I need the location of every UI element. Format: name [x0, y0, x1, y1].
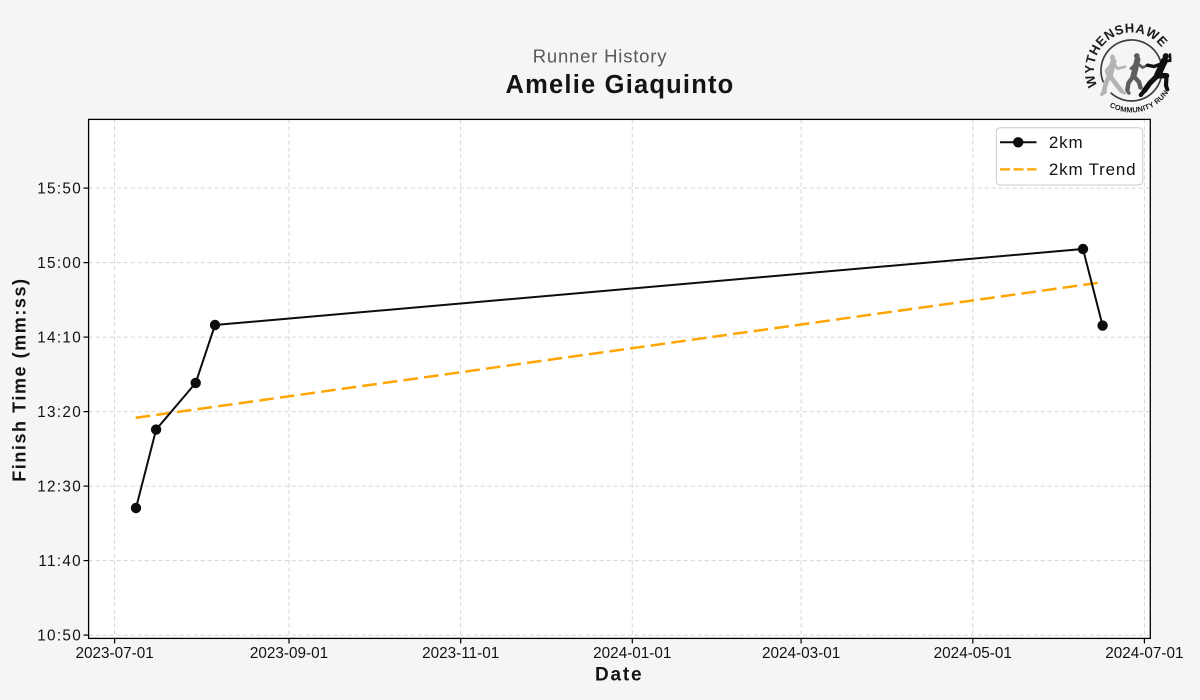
svg-text:I: I: [1142, 104, 1147, 113]
svg-text:Runner History: Runner History: [533, 46, 668, 67]
svg-text:N: N: [1137, 104, 1144, 114]
svg-text:R: R: [1152, 95, 1162, 106]
svg-text:2024-05-01: 2024-05-01: [934, 645, 1012, 662]
svg-text:W: W: [1082, 73, 1100, 90]
svg-text:12:30: 12:30: [37, 478, 82, 495]
svg-text:M: M: [1126, 105, 1133, 114]
svg-text:N: N: [1159, 89, 1169, 99]
svg-text:14:10: 14:10: [37, 329, 82, 346]
svg-text:U: U: [1156, 92, 1166, 102]
svg-text:13:20: 13:20: [37, 404, 82, 421]
svg-text:2024-07-01: 2024-07-01: [1105, 645, 1183, 662]
svg-text:T: T: [1143, 102, 1151, 112]
svg-text:2km: 2km: [1049, 133, 1084, 152]
svg-text:2km Trend: 2km Trend: [1049, 160, 1137, 179]
svg-text:Y: Y: [1082, 64, 1097, 73]
svg-text:10:50: 10:50: [37, 627, 82, 644]
svg-text:15:00: 15:00: [37, 255, 82, 272]
svg-text:2023-11-01: 2023-11-01: [422, 645, 499, 662]
svg-text:15:50: 15:50: [37, 180, 82, 197]
svg-text:C: C: [1108, 100, 1117, 111]
svg-text:O: O: [1114, 102, 1123, 112]
svg-text:M: M: [1119, 104, 1127, 114]
svg-text:2023-09-01: 2023-09-01: [250, 645, 328, 662]
svg-text:Y: Y: [1147, 100, 1156, 110]
svg-text:2024-03-01: 2024-03-01: [762, 645, 840, 662]
svg-text:Finish Time (mm:ss): Finish Time (mm:ss): [10, 277, 30, 481]
svg-text:2023-07-01: 2023-07-01: [75, 645, 153, 662]
svg-text:T: T: [1083, 54, 1100, 66]
svg-text:Date: Date: [595, 664, 643, 685]
svg-text:A: A: [1134, 21, 1147, 38]
svg-text:H: H: [1124, 20, 1134, 35]
svg-text:U: U: [1132, 105, 1138, 114]
svg-text:11:40: 11:40: [38, 553, 82, 570]
svg-text:Amelie Giaquinto: Amelie Giaquinto: [506, 71, 735, 99]
svg-text:2024-01-01: 2024-01-01: [593, 645, 671, 662]
